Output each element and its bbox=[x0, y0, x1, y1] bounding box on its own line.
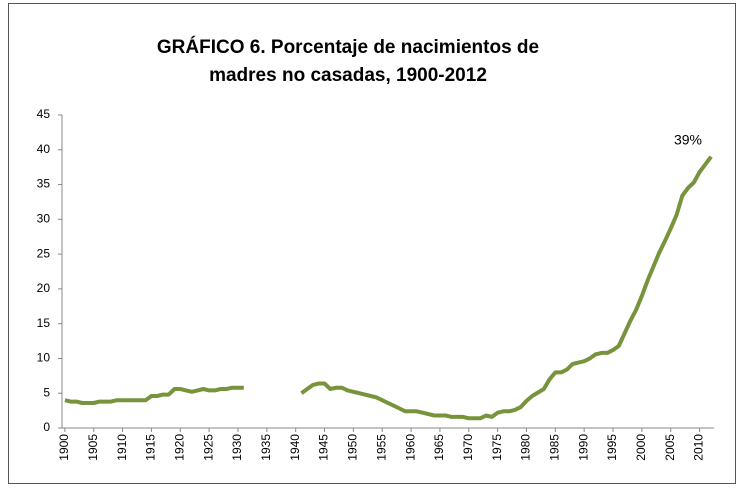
x-tick-label: 2010 bbox=[692, 434, 706, 461]
chart-subtitle: madres no casadas, 1900-2012 bbox=[209, 65, 487, 86]
x-tick-label: 1995 bbox=[605, 434, 619, 461]
x-tick-label: 1950 bbox=[346, 434, 360, 461]
x-tick-label: 1920 bbox=[172, 434, 186, 461]
x-tick-label: 1925 bbox=[201, 434, 215, 461]
x-tick-label: 1960 bbox=[403, 434, 417, 461]
x-tick-label: 2000 bbox=[634, 434, 648, 461]
x-tick-label: 1980 bbox=[519, 434, 533, 461]
chart-title: GRÁFICO 6. Porcentaje de nacimientos de bbox=[157, 36, 539, 58]
y-tick-label: 45 bbox=[37, 107, 51, 121]
x-tick-label: 2005 bbox=[663, 434, 677, 461]
x-tick-label: 1905 bbox=[86, 434, 100, 461]
y-tick-label: 15 bbox=[37, 316, 51, 330]
line-series bbox=[64, 155, 713, 421]
x-tick-label: 1915 bbox=[144, 434, 158, 461]
x-tick-label: 1940 bbox=[288, 434, 302, 461]
y-tick-label: 30 bbox=[37, 212, 51, 226]
x-tick-label: 1970 bbox=[461, 434, 475, 461]
y-tick-label: 5 bbox=[43, 385, 50, 399]
y-tick-label: 10 bbox=[37, 351, 51, 365]
x-tick-label: 1955 bbox=[374, 434, 388, 461]
y-tick-label: 0 bbox=[43, 420, 50, 434]
x-tick-label: 1900 bbox=[57, 434, 71, 461]
x-tick-label: 1985 bbox=[547, 434, 561, 461]
y-tick-label: 35 bbox=[37, 177, 51, 191]
x-tick-label: 1935 bbox=[259, 434, 273, 461]
y-tick-label: 25 bbox=[37, 246, 51, 260]
x-tick-label: 1975 bbox=[490, 434, 504, 461]
x-tick-label: 1910 bbox=[115, 434, 129, 461]
y-tick-label: 40 bbox=[37, 142, 51, 156]
annotation: 39% bbox=[674, 132, 702, 148]
y-tick-label: 20 bbox=[37, 281, 51, 295]
x-tick-label: 1990 bbox=[576, 434, 590, 461]
chart-border bbox=[8, 3, 736, 484]
x-tick-label: 1930 bbox=[230, 434, 244, 461]
x-tick-label: 1965 bbox=[432, 434, 446, 461]
x-tick-label: 1945 bbox=[317, 434, 331, 461]
